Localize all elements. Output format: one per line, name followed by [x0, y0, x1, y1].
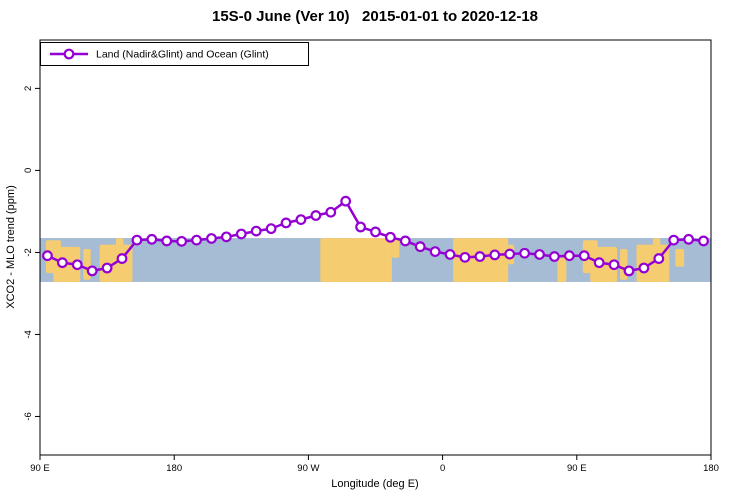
data-point-marker — [146, 233, 158, 245]
land-patch — [557, 257, 567, 282]
x-tick-label: 0 — [440, 463, 445, 474]
data-point-marker — [459, 251, 471, 263]
data-point-marker — [71, 259, 83, 271]
data-point-marker — [429, 246, 441, 258]
data-point-marker — [414, 241, 426, 253]
data-point-marker — [56, 257, 68, 269]
data-point-marker — [355, 221, 366, 233]
chart-title: 15S-0 June (Ver 10) 2015-01-01 to 2020-1… — [211, 8, 539, 25]
data-point-marker — [593, 257, 605, 269]
data-point-marker — [504, 248, 516, 260]
y-axis-label: XCO2 - MLO trend (ppm) — [5, 185, 17, 308]
data-point-marker — [653, 253, 665, 264]
data-point-marker — [340, 195, 352, 207]
data-point-marker — [206, 233, 217, 244]
data-point-marker — [668, 234, 680, 246]
data-point-marker — [265, 223, 277, 235]
data-point-marker — [578, 250, 590, 262]
data-point-marker — [489, 249, 501, 261]
legend-box — [40, 42, 309, 66]
land-patch — [675, 249, 685, 267]
data-point-marker — [86, 265, 98, 277]
data-point-marker — [563, 250, 575, 262]
legend-label: Land (Nadir&Glint) and Ocean (Glint) — [96, 49, 269, 61]
data-point-marker — [370, 226, 381, 238]
data-point-marker — [549, 251, 560, 262]
data-point-marker — [42, 250, 53, 262]
x-tick-label: 90 W — [297, 463, 319, 474]
data-point-marker — [534, 249, 545, 260]
data-point-marker — [325, 206, 337, 218]
data-point-marker — [385, 231, 396, 243]
data-point-marker — [101, 262, 113, 274]
data-point-marker — [131, 234, 143, 246]
legend: Land (Nadir&Glint) and Ocean (Glint) — [40, 42, 309, 66]
land-patch — [391, 238, 400, 258]
data-point-marker — [220, 231, 232, 243]
map-band-layer — [40, 238, 711, 282]
x-tick-label: 90 E — [30, 463, 50, 474]
y-tick-label: -6 — [23, 412, 34, 420]
data-point-marker — [161, 235, 173, 247]
y-tick-label: -2 — [23, 248, 34, 256]
axis-layer: 90 E 180 90 W 0 90 E 180 2 0 -2 -4 -6 — [23, 86, 719, 474]
y-tick-label: 0 — [23, 168, 34, 173]
legend-marker-icon — [63, 48, 75, 60]
data-point-marker — [310, 210, 322, 221]
data-point-marker — [176, 235, 188, 247]
data-point-marker — [623, 265, 635, 277]
land-patch — [320, 238, 392, 282]
land-patch — [116, 238, 124, 252]
data-point-marker — [295, 214, 307, 226]
data-series-layer — [42, 195, 709, 277]
x-tick-label: 180 — [703, 463, 719, 474]
data-point-marker — [191, 234, 202, 246]
plot-frame — [39, 39, 712, 456]
data-point-marker — [116, 253, 128, 264]
data-point-marker — [399, 235, 411, 247]
data-point-marker — [474, 251, 486, 262]
data-point-marker — [698, 235, 709, 247]
data-point-marker — [280, 217, 292, 229]
y-tick-label: -4 — [23, 330, 34, 338]
data-point-marker — [683, 233, 695, 245]
data-point-marker — [608, 259, 620, 271]
y-tick-label: 2 — [23, 86, 34, 91]
data-point-marker — [235, 228, 247, 240]
data-point-marker — [250, 225, 262, 237]
data-point-marker — [638, 262, 650, 274]
x-tick-label: 180 — [166, 463, 182, 474]
x-axis-label: Longitude (deg E) — [331, 478, 418, 490]
data-point-marker — [519, 247, 531, 259]
x-tick-label: 90 E — [567, 463, 587, 474]
land-patch — [652, 238, 661, 252]
data-point-marker — [444, 249, 456, 260]
